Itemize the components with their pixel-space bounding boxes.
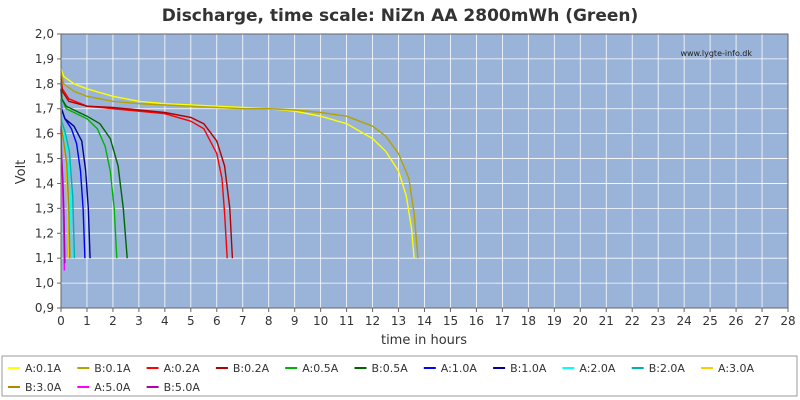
x-tick-label: 24 [677,314,692,328]
y-tick-label: 1,2 [35,226,54,240]
legend-label-a-0-5a: A:0.5A [302,362,339,375]
legend-label-b-0-2a: B:0.2A [233,362,270,375]
x-tick-label: 8 [265,314,273,328]
legend-label-a-0-2a: A:0.2A [164,362,201,375]
x-tick-label: 7 [239,314,247,328]
y-tick-label: 1,0 [35,276,54,290]
x-tick-label: 11 [339,314,354,328]
x-tick-label: 10 [313,314,328,328]
legend-label-b-3-0a: B:3.0A [25,381,62,394]
legend-label-a-1-0a: A:1.0A [441,362,478,375]
series-line-a-0-2a [60,76,228,259]
y-axis-label: Volt [14,160,29,185]
x-tick-label: 28 [780,314,795,328]
y-tick-label: 0,9 [35,301,54,315]
x-tick-label: 9 [291,314,299,328]
x-tick-label: 5 [187,314,195,328]
legend-label-a-0-1a: A:0.1A [25,362,62,375]
y-tick-label: 1,4 [35,176,54,190]
x-tick-label: 4 [161,314,169,328]
y-tick-label: 2,0 [35,27,54,41]
legend-label-b-5-0a: B:5.0A [164,381,201,394]
grid [60,33,789,309]
legend-label-a-3-0a: A:3.0A [718,362,755,375]
x-tick-label: 22 [625,314,640,328]
legend-label-b-1-0a: B:1.0A [510,362,547,375]
legend-box [1,355,798,397]
x-tick-label: 12 [365,314,380,328]
legend-label-b-2-0a: B:2.0A [649,362,686,375]
legend-label-a-2-0a: A:2.0A [579,362,616,375]
legend-label-b-0-1a: B:0.1A [94,362,131,375]
legend-label-b-0-5a: B:0.5A [372,362,409,375]
x-tick-label: 2 [109,314,117,328]
x-axis-label: time in hours [381,333,467,348]
x-tick-label: 1 [83,314,91,328]
y-tick-label: 1,6 [35,127,54,141]
y-tick-label: 1,9 [35,52,54,66]
legend: A:0.1A B:0.1A A:0.2A B:0.2A A:0.5A B:0.5A A:1.… [8,362,755,394]
x-tick-label: 23 [651,314,666,328]
x-tick-label: 15 [443,314,458,328]
x-tick-label: 27 [754,314,769,328]
x-tick-label: 16 [469,314,484,328]
y-tick-label: 1,7 [35,102,54,116]
x-tick-label: 17 [495,314,510,328]
x-tick-label: 26 [728,314,743,328]
x-axis-ticks: 0 1 2 3 4 5 6 7 8 9 10 11 12 13 14 15 16 17 18 19 20 21 22 23 24… [57,308,796,328]
chart-title: Discharge, time scale: NiZn AA 2800mWh (… [162,6,639,26]
x-tick-label: 19 [547,314,562,328]
watermark-text: www.lygte-info.dk [680,49,752,58]
legend-label-a-5-0a: A:5.0A [94,381,131,394]
x-tick-label: 13 [391,314,406,328]
series-line-b-1-0a [60,88,91,259]
y-tick-label: 1,3 [35,201,54,215]
x-tick-label: 21 [599,314,614,328]
x-tick-label: 20 [573,314,588,328]
x-tick-label: 14 [417,314,432,328]
series-line-b-0-2a [60,78,234,259]
series-line-b-0-1a [60,71,419,259]
y-axis-ticks: 0,9 1,0 1,1 1,2 1,3 1,4 1,5 1,6 1,7 1,8 1,9 2,0 [35,27,61,315]
x-tick-label: 6 [213,314,221,328]
x-tick-label: 25 [702,314,717,328]
x-tick-label: 0 [57,314,65,328]
y-tick-label: 1,5 [35,152,54,166]
y-tick-label: 1,1 [35,251,54,265]
x-tick-label: 18 [521,314,536,328]
x-tick-label: 3 [135,314,143,328]
y-tick-label: 1,8 [35,77,54,91]
series-line-b-0-5a [60,83,128,259]
